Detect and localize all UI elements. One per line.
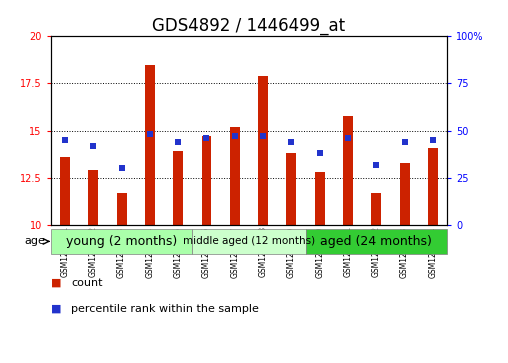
Bar [51, 229, 193, 254]
Text: aged (24 months): aged (24 months) [321, 235, 432, 248]
Text: middle aged (12 months): middle aged (12 months) [183, 236, 315, 246]
Text: count: count [71, 278, 103, 288]
Title: GDS4892 / 1446499_at: GDS4892 / 1446499_at [152, 17, 345, 35]
Bar [88, 170, 98, 225]
Bar [400, 163, 409, 225]
Bar [60, 157, 70, 225]
Text: percentile rank within the sample: percentile rank within the sample [71, 303, 259, 314]
Bar [428, 148, 438, 225]
Bar [117, 193, 126, 225]
Bar [173, 151, 183, 225]
Bar [193, 229, 305, 254]
Text: ■: ■ [51, 278, 61, 288]
Bar [343, 115, 353, 225]
Text: young (2 months): young (2 months) [66, 235, 177, 248]
Bar [202, 136, 211, 225]
Bar [287, 153, 296, 225]
Bar [315, 172, 325, 225]
Text: age: age [24, 236, 45, 246]
Bar [371, 193, 381, 225]
Bar [258, 76, 268, 225]
Bar [305, 229, 447, 254]
Bar [145, 65, 155, 225]
Text: ■: ■ [51, 303, 61, 314]
Bar [230, 127, 240, 225]
